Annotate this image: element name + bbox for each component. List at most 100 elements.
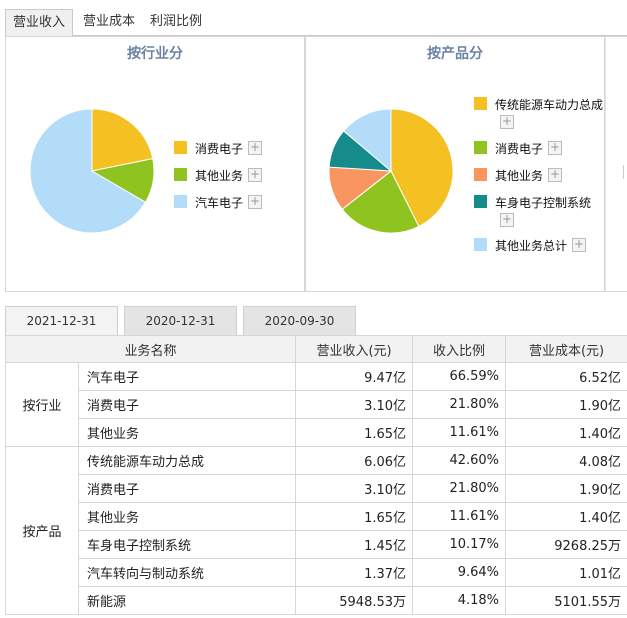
legend-swatch [474, 195, 487, 208]
tab-divider [73, 35, 627, 36]
scroll-tick [623, 165, 624, 179]
industry-chart-panel: 按行业分 消费电子 + 其他业务 + 汽车电子 + [5, 36, 305, 292]
cell-cost: 9268.25万 [505, 530, 627, 559]
cell-ratio: 42.60% [412, 446, 507, 475]
cell-cost: 4.08亿 [505, 446, 627, 475]
expand-plus-icon[interactable]: + [248, 167, 262, 182]
group-label-industry: 按行业 [5, 362, 79, 447]
cell-name: 其他业务 [77, 502, 297, 531]
legend-label: 其他业务总计 [495, 239, 568, 253]
cell-ratio: 21.80% [412, 474, 507, 503]
legend-swatch [474, 97, 487, 110]
cell-name: 消费电子 [77, 390, 297, 419]
cell-name: 消费电子 [77, 474, 297, 503]
cell-name: 传统能源车动力总成 [77, 446, 297, 475]
table-header-row: 业务名称 营业收入(元) 收入比例 营业成本(元) [4, 335, 627, 363]
col-business-name: 业务名称 [4, 335, 297, 363]
legend-item-auto-electronics[interactable]: 汽车电子 + [174, 192, 304, 212]
legend-label: 其他业务 [495, 169, 544, 183]
date-tab-2020-12-31[interactable]: 2020-12-31 [124, 306, 237, 335]
tab-profit-ratio[interactable]: 利润比例 [149, 14, 202, 29]
date-tab-bar: 2021-12-31 2020-12-31 2020-09-30 [0, 306, 627, 335]
table-row: 其他业务 1.65亿 11.61% 1.40亿 [6, 502, 627, 531]
legend-label: 传统能源车动力总成 [495, 98, 604, 112]
expand-plus-icon[interactable]: + [248, 140, 262, 155]
legend-item-consumer-electronics[interactable]: 消费电子 + [174, 138, 304, 158]
cell-revenue: 9.47亿 [295, 362, 414, 391]
tab-cost[interactable]: 营业成本 [82, 14, 135, 29]
cell-name: 汽车电子 [77, 362, 297, 391]
expand-plus-icon[interactable]: + [248, 194, 262, 209]
industry-pie-chart [29, 108, 155, 234]
pie-slice[interactable] [341, 170, 420, 234]
expand-plus-icon[interactable]: + [548, 140, 562, 155]
tab-revenue[interactable]: 营业收入 [5, 9, 73, 36]
date-tab-2021-12-31[interactable]: 2021-12-31 [5, 306, 118, 335]
pie-slice[interactable] [390, 108, 454, 228]
cell-revenue: 1.37亿 [295, 558, 414, 587]
cell-name: 汽车转向与制动系统 [77, 558, 297, 587]
expand-plus-icon[interactable]: + [548, 167, 562, 182]
cell-name: 其他业务 [77, 418, 297, 447]
table-row: 其他业务 1.65亿 11.61% 1.40亿 [6, 418, 627, 447]
cell-ratio: 66.59% [412, 362, 507, 391]
legend-item-consumer-electronics[interactable]: 消费电子 + [474, 138, 604, 158]
pie-slice[interactable] [29, 108, 147, 234]
revenue-table: 业务名称 营业收入(元) 收入比例 营业成本(元) 按行业 汽车电子 9.47亿… [4, 335, 627, 615]
legend-item-traditional-powertrain[interactable]: 传统能源车动力总成 + [474, 94, 604, 134]
date-tab-2020-09-30[interactable]: 2020-09-30 [243, 306, 356, 335]
cell-ratio: 21.80% [412, 390, 507, 419]
legend-swatch [174, 195, 187, 208]
cell-revenue: 1.65亿 [295, 418, 414, 447]
legend-swatch [474, 238, 487, 251]
cell-ratio: 10.17% [412, 530, 507, 559]
table-row: 车身电子控制系统 1.45亿 10.17% 9268.25万 [6, 530, 627, 559]
cell-ratio: 4.18% [412, 586, 507, 615]
legend-label: 车身电子控制系统 [495, 196, 592, 210]
product-pie-chart [328, 108, 454, 234]
cell-cost: 1.40亿 [505, 418, 627, 447]
cell-cost: 1.01亿 [505, 558, 627, 587]
cell-name: 车身电子控制系统 [77, 530, 297, 559]
legend-label: 其他业务 [195, 169, 244, 183]
product-chart-panel: 按产品分 传统能源车动力总成 + 消费电子 + 其他业务 + 车身电子控制系统 … [305, 36, 605, 292]
legend-label: 消费电子 [195, 142, 244, 156]
cell-revenue: 1.65亿 [295, 502, 414, 531]
cell-revenue: 6.06亿 [295, 446, 414, 475]
cell-cost: 6.52亿 [505, 362, 627, 391]
legend-swatch [174, 141, 187, 154]
cell-revenue: 5948.53万 [295, 586, 414, 615]
table-row: 按行业 汽车电子 9.47亿 66.59% 6.52亿 [5, 362, 627, 447]
legend-swatch [474, 141, 487, 154]
table-row: 新能源 5948.53万 4.18% 5101.55万 [6, 586, 627, 615]
industry-chart-title: 按行业分 [127, 46, 183, 62]
cell-ratio: 11.61% [412, 418, 507, 447]
legend-label: 消费电子 [495, 142, 544, 156]
table-row: 消费电子 3.10亿 21.80% 1.90亿 [6, 390, 627, 419]
cell-revenue: 1.45亿 [295, 530, 414, 559]
expand-plus-icon[interactable]: + [500, 212, 514, 227]
cell-cost: 1.90亿 [505, 474, 627, 503]
col-revenue: 营业收入(元) [295, 335, 414, 363]
col-cost: 营业成本(元) [505, 335, 627, 363]
product-chart-title: 按产品分 [427, 46, 483, 62]
legend-item-other-business[interactable]: 其他业务 + [474, 165, 604, 185]
cell-name: 新能源 [77, 586, 297, 615]
expand-plus-icon[interactable]: + [572, 237, 586, 252]
col-revenue-ratio: 收入比例 [412, 335, 507, 363]
pie-slice[interactable] [342, 108, 392, 173]
legend-swatch [474, 168, 487, 181]
cell-revenue: 3.10亿 [295, 474, 414, 503]
top-tab-bar: 营业收入 营业成本 利润比例 [0, 0, 627, 36]
expand-plus-icon[interactable]: + [500, 114, 514, 129]
legend-item-other-business[interactable]: 其他业务 + [174, 165, 304, 185]
legend-swatch [174, 168, 187, 181]
pie-slice[interactable] [91, 108, 154, 172]
cell-ratio: 9.64% [412, 558, 507, 587]
table-row: 按产品 传统能源车动力总成 6.06亿 42.60% 4.08亿 [5, 446, 627, 615]
next-panel-edge [605, 36, 627, 292]
legend-item-other-total[interactable]: 其他业务总计 + [474, 235, 604, 255]
legend-item-body-control[interactable]: 车身电子控制系统 + [474, 192, 604, 232]
legend-label: 汽车电子 [195, 196, 244, 210]
cell-cost: 5101.55万 [505, 586, 627, 615]
